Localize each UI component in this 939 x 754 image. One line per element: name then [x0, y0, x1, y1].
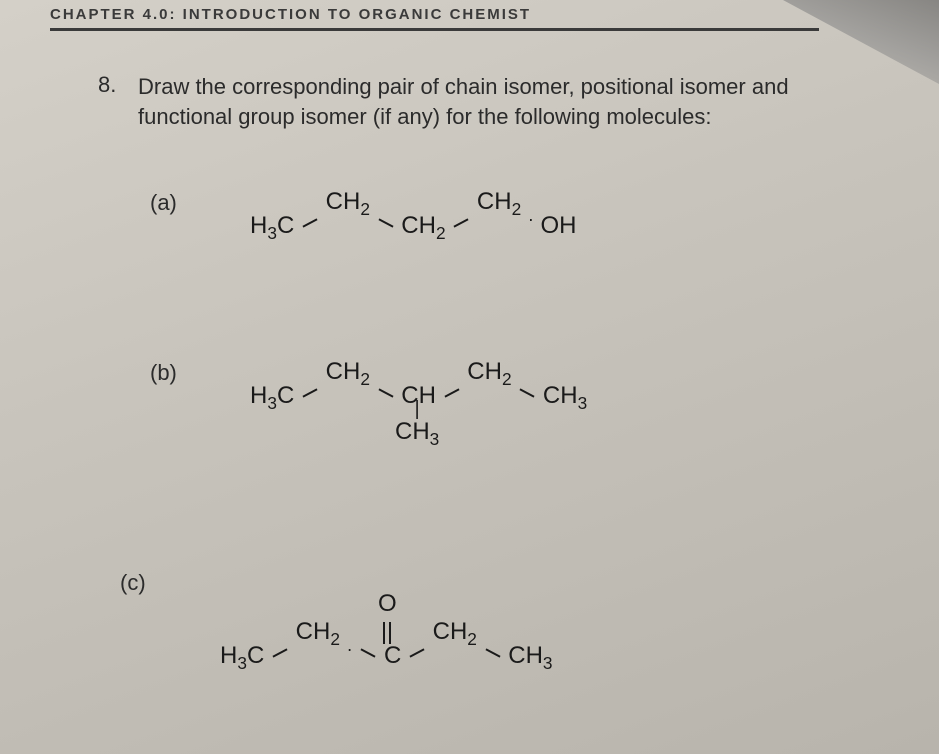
- formula-a-oh: OH: [541, 212, 577, 240]
- formula-b-ch2-1: CH2: [326, 358, 370, 386]
- formula-c-c: C: [384, 642, 401, 670]
- formula-a-ch2-1: CH2: [326, 188, 370, 216]
- formula-a-ch2-3: CH2: [477, 188, 521, 216]
- worksheet-page: CHAPTER 4.0: INTRODUCTION TO ORGANIC CHE…: [0, 0, 939, 754]
- chapter-title-fragment: CHAPTER 4.0: INTRODUCTION TO ORGANIC CHE…: [50, 6, 531, 23]
- dot-icon: ·: [347, 639, 353, 660]
- formula-b-ch2-2: CH2: [467, 358, 511, 386]
- question-number: 8.: [98, 72, 116, 98]
- formula-c-o: O: [378, 590, 397, 617]
- question-text: Draw the corresponding pair of chain iso…: [138, 72, 789, 131]
- formula-b: H3C CH2 CH CH2 CH3: [250, 370, 587, 398]
- formula-c-ch2-2: CH2: [433, 618, 477, 646]
- formula-a-h3c: H3C: [250, 212, 294, 240]
- formula-b-branch: | CH3: [395, 400, 439, 446]
- formula-b-branch-ch3: CH3: [395, 418, 439, 445]
- formula-b-ch3: CH3: [543, 382, 587, 410]
- chapter-header: CHAPTER 4.0: INTRODUCTION TO ORGANIC CHE…: [50, 6, 819, 31]
- formula-a-ch2-2: CH2: [401, 212, 445, 240]
- vertical-bond-icon: |: [395, 400, 439, 418]
- formula-c-h3c: H3C: [220, 642, 264, 670]
- part-b-label: (b): [150, 360, 177, 386]
- formula-c-ch3: CH3: [508, 642, 552, 670]
- part-c-label: (c): [120, 570, 146, 596]
- formula-c-carbonyl: O: [378, 590, 397, 646]
- formula-a: H3C CH2 CH2 CH2 · OH: [250, 200, 577, 228]
- dot-icon: ·: [528, 209, 534, 230]
- double-bond-icon: [383, 622, 391, 644]
- part-a-label: (a): [150, 190, 177, 216]
- formula-b-h3c: H3C: [250, 382, 294, 410]
- formula-c-ch2-1: CH2: [296, 618, 340, 646]
